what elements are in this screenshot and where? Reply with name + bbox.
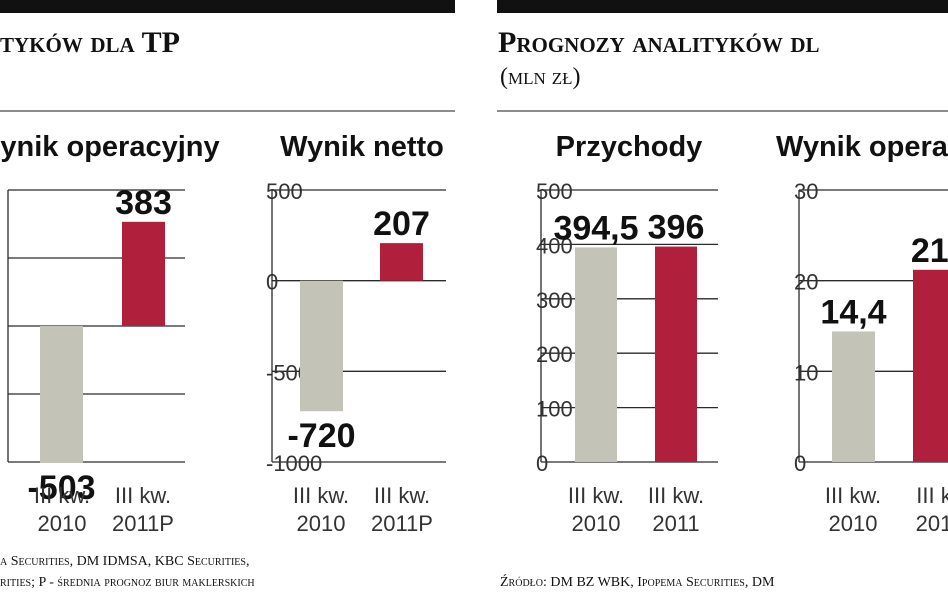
chart-3-category-label: III kw. (568, 483, 624, 508)
chart-2-ytick-label: -1000 (266, 451, 322, 476)
left-header-bar (0, 0, 455, 13)
right-header-bar (497, 0, 948, 13)
chart-4-category-label: 201 (916, 511, 948, 536)
chart-1-category-label: 2010 (38, 511, 87, 536)
left-panel-title: tyków dla TP (0, 26, 180, 59)
chart-3-category-label: 2010 (572, 511, 621, 536)
chart-4-title: Wynik operac (776, 131, 948, 163)
chart-4-category-label: III kw. (825, 483, 881, 508)
chart-3-value-label: 394,5 (553, 209, 638, 247)
chart-3-category-label: 2011 (652, 511, 699, 536)
chart-3-ytick-label: 300 (536, 288, 573, 313)
chart-2-value-label: 207 (373, 205, 430, 243)
chart-2-category-label: III kw. (293, 483, 349, 508)
chart-2-category-label: III kw. (374, 483, 430, 508)
chart-4-bar (913, 269, 948, 462)
chart-3-category-label: III kw. (648, 483, 704, 508)
chart-2-bar (300, 280, 343, 412)
chart-2-bar (380, 243, 423, 281)
chart-3-ytick-label: 500 (536, 179, 573, 204)
chart-1-bar (122, 221, 165, 326)
right-title-rule (497, 110, 948, 112)
chart-1-value-label: -503 (27, 469, 95, 507)
chart-4-ytick-label: 10 (794, 360, 818, 385)
chart-4-category-label: III k (916, 483, 948, 508)
chart-1-bar (40, 326, 83, 463)
chart-1-category-label: III kw. (115, 483, 171, 508)
right-panel-title: Prognozy analityków dl (498, 26, 820, 59)
chart-1-title: ynik operacyjny (0, 131, 219, 163)
chart-3-bar (575, 247, 617, 462)
chart-2-category-label: 2010 (297, 511, 346, 536)
chart-3-ytick-label: 0 (536, 451, 548, 476)
chart-1-value-label: 383 (115, 184, 172, 222)
right-panel-subtitle: (mln zł) (500, 64, 581, 90)
chart-4-category-label: 2010 (829, 511, 878, 536)
chart-4-bar (832, 331, 875, 462)
chart-3-bar (655, 246, 697, 462)
chart-4-ytick-label: 20 (794, 270, 818, 295)
chart-2-title: Wynik netto (280, 131, 444, 163)
chart-3-ytick-label: 400 (536, 233, 573, 258)
right-footnote: Źródło: DM BZ WBK, Ipopema Securities, D… (500, 575, 775, 590)
chart-4-value-label: 21, (911, 232, 948, 270)
chart-2-value-label: -720 (287, 417, 355, 455)
chart-3-ytick-label: 200 (536, 342, 573, 367)
left-title-rule (0, 110, 455, 112)
chart-4-ytick-label: 30 (794, 179, 818, 204)
chart-3-title: Przychody (556, 131, 703, 163)
chart-4-ytick-label: 0 (794, 451, 806, 476)
chart-3-ytick-label: 100 (536, 397, 573, 422)
chart-1-category-label: 2011P (112, 511, 174, 536)
chart-4-value-label: 14,4 (820, 293, 886, 331)
left-footnote-line2: rities; P - średnia prognoz biur maklers… (0, 575, 255, 590)
left-footnote-line1: a Securities, DM IDMSA, KBC Securities, (0, 554, 250, 569)
chart-1-category-label: III kw. (34, 483, 90, 508)
chart-3-value-label: 396 (648, 209, 705, 247)
chart-2-category-label: 2011P (371, 511, 433, 536)
